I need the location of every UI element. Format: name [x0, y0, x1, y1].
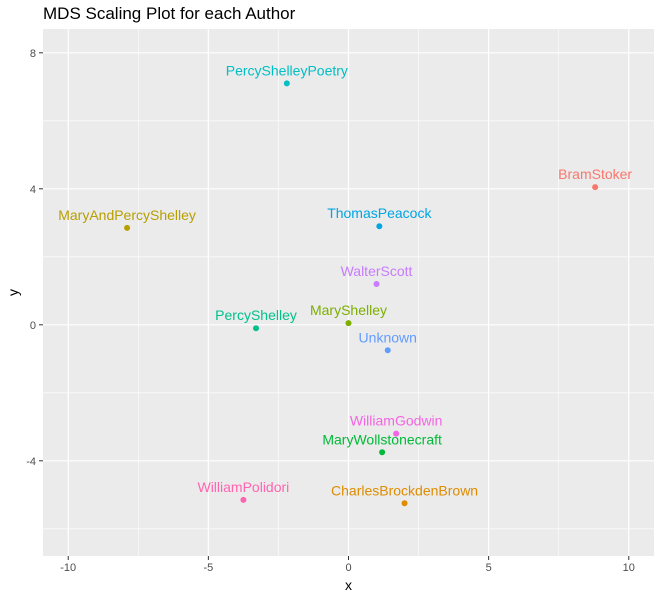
x-tick-label: 5: [486, 562, 492, 574]
y-tick-label: 4: [30, 184, 36, 196]
x-tick-label: 10: [623, 562, 635, 574]
data-point-label: BramStoker: [558, 166, 632, 182]
x-axis-title: x: [345, 577, 352, 593]
y-tick-label: 8: [30, 48, 36, 60]
y-axis-title: y: [5, 289, 21, 296]
x-tick-label: -5: [203, 562, 213, 574]
data-point: [240, 496, 247, 503]
x-tick-label: -10: [60, 562, 76, 574]
data-point-label: WilliamGodwin: [350, 413, 443, 429]
x-tick-label: 0: [345, 562, 351, 574]
data-point: [592, 184, 599, 191]
chart-title: MDS Scaling Plot for each Author: [43, 4, 296, 23]
data-point-label: WilliamPolidori: [197, 479, 289, 495]
data-point: [379, 449, 386, 456]
data-point: [376, 223, 383, 230]
data-point-label: MaryShelley: [310, 302, 387, 318]
data-point-label: CharlesBrockdenBrown: [331, 482, 478, 498]
data-point-label: PercyShelley: [215, 307, 297, 323]
data-point-label: ThomasPeacock: [327, 205, 432, 221]
data-point: [393, 430, 400, 437]
y-tick-label: 0: [30, 320, 36, 332]
data-point: [253, 325, 260, 332]
data-point-label: WalterScott: [341, 263, 413, 279]
data-point-label: MaryWollstonecraft: [322, 431, 442, 447]
data-point: [283, 80, 290, 87]
data-point: [345, 320, 352, 327]
data-point: [384, 347, 391, 354]
y-tick-label: -4: [26, 456, 36, 468]
data-point-label: PercyShelleyPoetry: [226, 62, 348, 78]
data-point: [373, 281, 380, 287]
data-point-label: Unknown: [359, 329, 417, 345]
data-point-label: MaryAndPercyShelley: [58, 207, 196, 223]
data-point: [401, 500, 408, 507]
data-point: [124, 224, 131, 231]
